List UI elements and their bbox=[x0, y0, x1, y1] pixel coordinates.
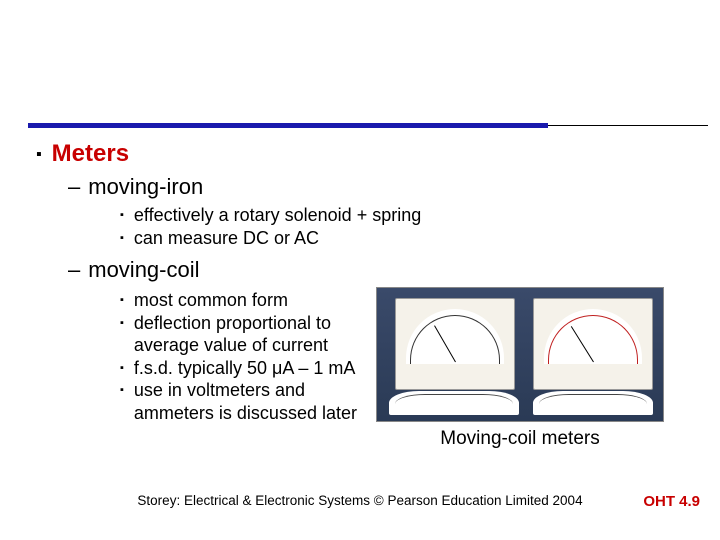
figure-moving-coil-meters bbox=[376, 287, 664, 422]
meter-dial bbox=[544, 309, 642, 364]
dash-icon: – bbox=[68, 257, 80, 282]
bullet-list-moving-iron: ▪effectively a rotary solenoid + spring … bbox=[120, 204, 698, 249]
meter-dial bbox=[406, 309, 504, 364]
content-row: ▪most common form ▪deflection proportion… bbox=[28, 287, 698, 450]
meter-needle bbox=[434, 325, 456, 362]
heading-text: Meters bbox=[52, 140, 129, 167]
header-rule bbox=[28, 123, 548, 128]
bullet-item: ▪ f.s.d. typically 50 μA – 1 mA bbox=[120, 357, 368, 380]
scale-strip-left bbox=[389, 391, 519, 415]
bullet-text: f.s.d. typically 50 μA – 1 mA bbox=[134, 357, 355, 380]
bullet-square-icon: ▪ bbox=[120, 384, 124, 424]
bullet-text: use in voltmeters and ammeters is discus… bbox=[134, 379, 368, 424]
bullet-square-icon: ▪ bbox=[120, 317, 124, 357]
figure-column: Moving-coil meters bbox=[376, 287, 698, 450]
bullet-square-icon: ▪ bbox=[36, 146, 42, 163]
bullet-square-icon: ▪ bbox=[120, 209, 124, 227]
bullet-list-moving-coil: ▪most common form ▪deflection proportion… bbox=[120, 289, 368, 424]
dash-icon: – bbox=[68, 174, 80, 199]
bullet-item: ▪ can measure DC or AC bbox=[120, 227, 698, 250]
text-column: ▪most common form ▪deflection proportion… bbox=[28, 287, 368, 432]
meter-right bbox=[533, 298, 653, 390]
bullet-text: most common form bbox=[134, 289, 288, 312]
slide-content: ▪Meters –moving-iron ▪effectively a rota… bbox=[28, 140, 698, 450]
meter-needle bbox=[571, 326, 594, 362]
credit-line: Storey: Electrical & Electronic Systems … bbox=[0, 493, 720, 508]
bullet-item: ▪deflection proportional to average valu… bbox=[120, 312, 368, 357]
bullet-text: effectively a rotary solenoid + spring bbox=[134, 204, 421, 227]
bullet-text: deflection proportional to average value… bbox=[134, 312, 368, 357]
page-number: OHT 4.9 bbox=[643, 493, 700, 510]
bullet-text: can measure DC or AC bbox=[134, 227, 319, 250]
subheading-moving-iron: –moving-iron bbox=[68, 174, 698, 200]
bullet-square-icon: ▪ bbox=[120, 362, 124, 380]
bullet-item: ▪use in voltmeters and ammeters is discu… bbox=[120, 379, 368, 424]
heading-meters: ▪ Meters bbox=[36, 140, 698, 168]
subheading-moving-coil: –moving-coil bbox=[68, 257, 698, 283]
bullet-square-icon: ▪ bbox=[120, 294, 124, 312]
slide-footer: Storey: Electrical & Electronic Systems … bbox=[0, 493, 720, 508]
figure-caption: Moving-coil meters bbox=[376, 428, 664, 450]
bullet-item: ▪ effectively a rotary solenoid + spring bbox=[120, 204, 698, 227]
meter-left bbox=[395, 298, 515, 390]
subheading-text: moving-coil bbox=[88, 257, 199, 282]
bullet-item: ▪ most common form bbox=[120, 289, 368, 312]
bullet-square-icon: ▪ bbox=[120, 232, 124, 250]
subheading-text: moving-iron bbox=[88, 174, 203, 199]
scale-strip-right bbox=[533, 391, 653, 415]
